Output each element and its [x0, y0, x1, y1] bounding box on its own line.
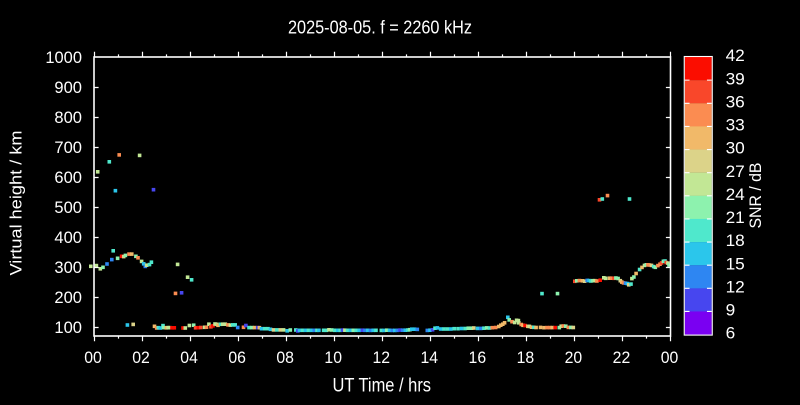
svg-text:36: 36: [726, 92, 745, 111]
svg-text:200: 200: [54, 288, 82, 307]
svg-text:16: 16: [469, 348, 487, 367]
svg-text:6: 6: [726, 324, 736, 343]
svg-text:24: 24: [726, 185, 745, 204]
svg-text:27: 27: [726, 162, 745, 181]
svg-text:400: 400: [54, 228, 82, 247]
svg-text:600: 600: [54, 168, 82, 187]
svg-text:08: 08: [276, 348, 294, 367]
svg-text:700: 700: [54, 138, 82, 157]
svg-text:30: 30: [726, 139, 745, 158]
svg-text:UT Time / hrs: UT Time / hrs: [333, 375, 432, 397]
svg-text:Virtual height / km: Virtual height / km: [7, 131, 26, 276]
svg-text:SNR / dB: SNR / dB: [746, 163, 765, 229]
svg-text:04: 04: [180, 348, 198, 367]
svg-text:00: 00: [661, 348, 679, 367]
svg-text:10: 10: [324, 348, 342, 367]
svg-text:42: 42: [726, 46, 745, 65]
svg-text:900: 900: [54, 78, 82, 97]
svg-text:39: 39: [726, 69, 745, 88]
svg-text:06: 06: [228, 348, 246, 367]
svg-text:02: 02: [132, 348, 150, 367]
svg-text:15: 15: [726, 254, 745, 273]
svg-text:12: 12: [726, 277, 745, 296]
svg-text:9: 9: [726, 301, 736, 320]
svg-text:2025-08-05. f = 2260 kHz: 2025-08-05. f = 2260 kHz: [288, 18, 472, 38]
svg-text:33: 33: [726, 116, 745, 135]
svg-text:00: 00: [84, 348, 102, 367]
svg-text:100: 100: [54, 318, 82, 337]
svg-text:800: 800: [54, 108, 82, 127]
svg-text:300: 300: [54, 258, 82, 277]
svg-text:14: 14: [420, 348, 438, 367]
svg-text:12: 12: [372, 348, 390, 367]
svg-text:20: 20: [565, 348, 583, 367]
svg-text:18: 18: [726, 231, 745, 250]
svg-text:500: 500: [54, 198, 82, 217]
svg-text:21: 21: [726, 208, 745, 227]
svg-text:1000: 1000: [45, 48, 82, 67]
svg-text:18: 18: [517, 348, 535, 367]
svg-text:22: 22: [613, 348, 631, 367]
